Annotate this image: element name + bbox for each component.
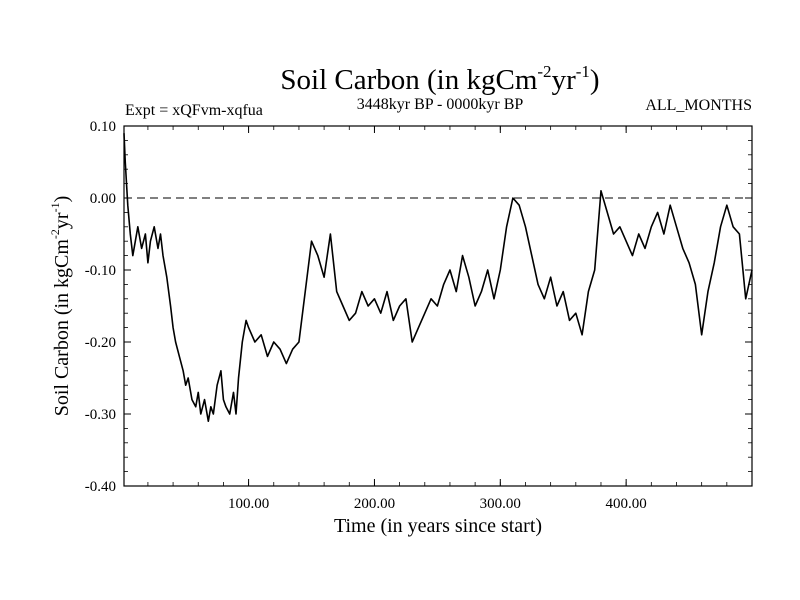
y-tick-label: -0.40 — [85, 479, 116, 495]
x-tick-label: 100.00 — [228, 496, 269, 512]
subtitle-period: 3448kyr BP - 0000kyr BP — [357, 96, 524, 113]
y-tick-label: -0.10 — [85, 263, 116, 279]
y-axis-ticks: 0.10 0.00 -0.10 -0.20 -0.30 -0.40 — [85, 119, 752, 495]
y-tick-label: 0.10 — [90, 119, 116, 135]
y-tick-label: -0.20 — [85, 335, 116, 351]
chart-title: Soil Carbon (in kgCm-2yr-1) — [280, 62, 599, 96]
y-tick-label: 0.00 — [90, 191, 116, 207]
series-group — [123, 133, 753, 422]
x-tick-label: 400.00 — [606, 496, 647, 512]
x-axis-ticks: 100.00 200.00 300.00 400.00 — [147, 126, 728, 512]
y-tick-label: -0.30 — [85, 407, 116, 423]
subtitle-experiment: Expt = xQFvm-xqfua — [125, 102, 263, 119]
subtitle-months: ALL_MONTHS — [645, 97, 752, 114]
x-tick-label: 300.00 — [480, 496, 521, 512]
series-line-soil-carbon — [123, 133, 753, 422]
y-axis-label: Soil Carbon (in kgCm-2yr-1) — [48, 196, 73, 417]
x-axis-label: Time (in years since start) — [334, 515, 542, 537]
plot-frame — [123, 125, 753, 487]
x-tick-label: 200.00 — [354, 496, 395, 512]
